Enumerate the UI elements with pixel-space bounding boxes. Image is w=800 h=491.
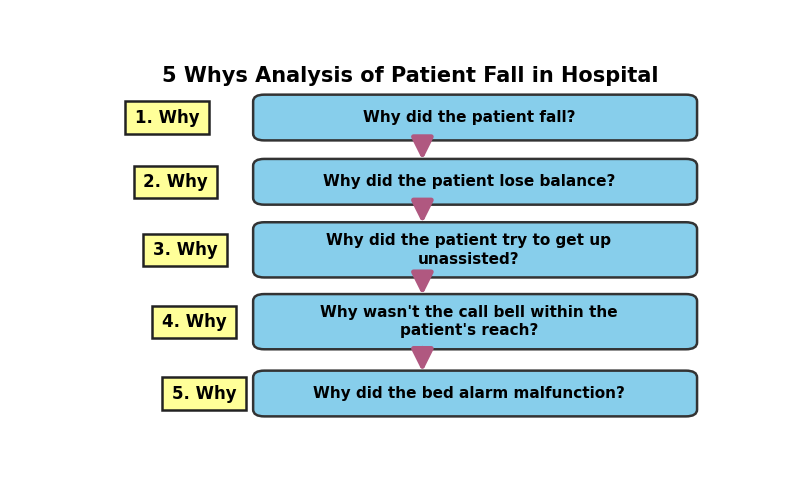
FancyBboxPatch shape [134, 166, 218, 198]
Text: 5 Whys Analysis of Patient Fall in Hospital: 5 Whys Analysis of Patient Fall in Hospi… [162, 66, 658, 86]
FancyBboxPatch shape [143, 234, 226, 266]
FancyBboxPatch shape [253, 95, 697, 140]
Text: Why did the patient lose balance?: Why did the patient lose balance? [322, 174, 615, 190]
Text: Why did the bed alarm malfunction?: Why did the bed alarm malfunction? [313, 386, 625, 401]
FancyBboxPatch shape [152, 305, 236, 338]
Text: Why did the patient fall?: Why did the patient fall? [362, 110, 575, 125]
FancyBboxPatch shape [253, 294, 697, 349]
Text: 2. Why: 2. Why [143, 173, 208, 191]
Text: 3. Why: 3. Why [153, 241, 218, 259]
FancyBboxPatch shape [162, 378, 246, 409]
FancyBboxPatch shape [253, 159, 697, 205]
Text: 1. Why: 1. Why [134, 109, 199, 127]
Text: Why did the patient try to get up
unassisted?: Why did the patient try to get up unassi… [326, 233, 611, 267]
FancyBboxPatch shape [253, 371, 697, 416]
Text: 4. Why: 4. Why [162, 313, 226, 330]
FancyBboxPatch shape [253, 222, 697, 277]
Text: 5. Why: 5. Why [172, 384, 237, 403]
Text: Why wasn't the call bell within the
patient's reach?: Why wasn't the call bell within the pati… [320, 305, 618, 338]
FancyBboxPatch shape [125, 102, 209, 134]
